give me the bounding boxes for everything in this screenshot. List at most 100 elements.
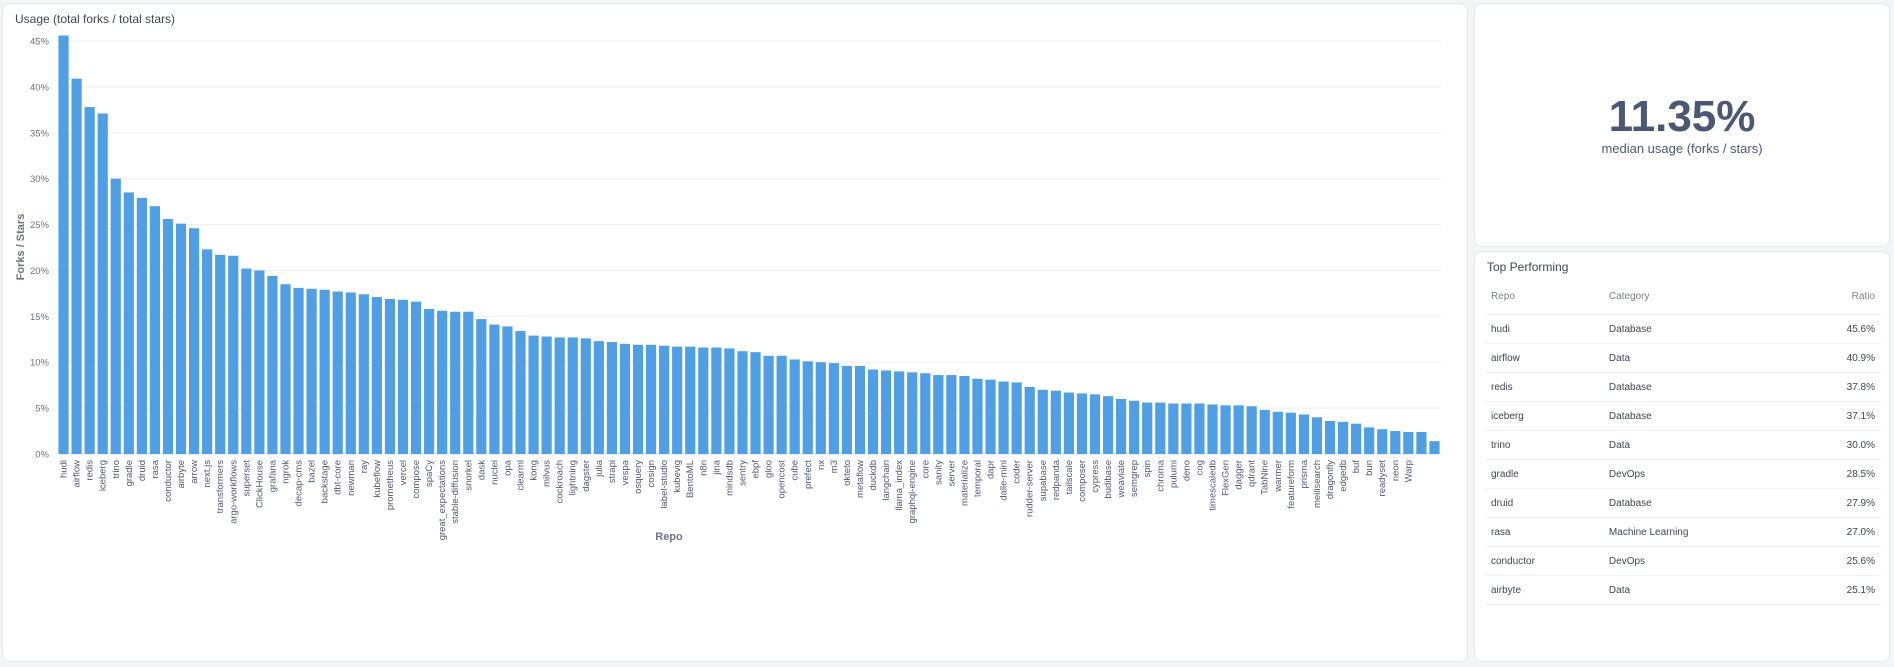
bar [71,78,82,454]
x-tick-label: transformers [215,460,226,514]
x-tick-label: kubevig [672,460,683,493]
x-tick-label: clearml [516,460,527,491]
bar [959,375,970,454]
cell-ratio: 37.1% [1795,401,1881,431]
cell-ratio: 27.0% [1795,517,1881,547]
bar [854,365,866,454]
table-row: gradle DevOps 28.5% [1485,459,1881,489]
bar [384,298,396,454]
table-row: rasa Machine Learning 27.0% [1485,517,1881,547]
bar [1011,382,1022,454]
x-tick-label: duckdb [868,460,879,491]
bar [593,341,604,454]
cell-category: Data [1602,343,1796,373]
x-tick-label: bazel [307,460,318,483]
x-tick-label: prefect [803,460,814,489]
x-tick-label: trino [111,460,122,478]
bar [802,361,813,454]
x-tick-label: sentry [737,460,748,486]
bar [672,346,683,454]
bar [776,355,787,454]
bar [606,342,617,454]
x-tick-label: superset [241,460,252,497]
y-tick-label: 30% [30,174,50,185]
bar [123,192,134,454]
bar [1076,393,1088,454]
bar [215,254,226,454]
bar [907,372,918,454]
bar [894,371,905,454]
cell-ratio: 25.6% [1795,546,1881,576]
cell-category: Database [1602,314,1796,344]
x-tick-label: argo-workflows [228,460,239,524]
x-tick-label: ebpf [751,460,762,479]
x-tick-label: airflow [72,460,83,488]
x-tick-label: sanity [933,460,944,485]
bar [1364,427,1375,454]
x-tick-label: readyset [1377,460,1388,497]
bar [58,35,69,454]
x-tick-label: edgedb [1338,460,1349,492]
cell-ratio: 27.9% [1795,488,1881,518]
bar [463,311,474,454]
bar [1050,390,1061,454]
x-tick-label: semgrep [1129,460,1140,497]
x-tick-label: dagster [581,460,592,492]
cell-ratio: 37.8% [1795,372,1881,402]
x-tick-label: next.js [202,460,213,488]
bar [724,348,735,454]
table-title[interactable]: Top Performing [1487,260,1569,274]
bar [1324,420,1336,454]
bar [698,347,709,454]
x-tick-label: snorkel [463,460,474,491]
x-tick-label: backstage [320,460,331,503]
x-tick-label: grafana [267,459,278,492]
bar [528,335,539,454]
x-tick-label: qdrant [1247,460,1258,487]
bar [1429,441,1440,454]
cell-repo: redis [1485,372,1603,402]
column-header-repo[interactable]: Repo [1485,278,1603,315]
x-tick-label: strapi [607,460,618,483]
x-tick-label: timescaledb [1208,460,1219,511]
bar [110,178,121,454]
bar [1285,412,1296,454]
x-tick-label: rudder-server [1025,460,1036,517]
x-tick-label: nuclei [489,460,500,485]
bar [645,344,657,454]
x-tick-label: langchain [881,460,892,501]
x-tick-label: dapr [986,460,997,479]
y-tick-label: 20% [30,266,50,277]
x-tick-label: m3 [829,460,840,473]
bar [567,337,578,454]
table-row: redis Database 37.8% [1485,372,1881,402]
x-tick-label: bun [1364,460,1375,476]
x-tick-label: neon [1390,460,1401,481]
table-header-row: Repo Category Ratio [1485,278,1881,315]
column-header-ratio[interactable]: Ratio [1795,278,1881,315]
bar [502,326,513,454]
bar [410,301,422,454]
column-header-category[interactable]: Category [1602,278,1796,315]
bar [1272,411,1283,454]
bar [750,352,761,454]
x-tick-label: great_expectations [437,460,448,541]
x-tick-label: cypress [1090,460,1101,493]
bar [815,362,826,454]
x-tick-label: compose [411,460,422,499]
x-tick-label: stable-diffusion [450,460,461,524]
bar [1089,394,1101,454]
table-row: hudi Database 45.6% [1485,314,1881,344]
bar [424,308,435,454]
bar [881,370,892,454]
bar [541,336,552,454]
x-tick-label: arrow [189,460,200,484]
cell-repo: gradle [1485,459,1603,489]
x-tick-label: materialize [959,460,970,506]
cell-repo: conductor [1485,546,1603,576]
x-tick-label: okteto [842,460,853,486]
cell-repo: hudi [1485,314,1603,344]
chart-title[interactable]: Usage (total forks / total stars) [15,12,176,26]
bar [437,310,448,454]
bar [397,299,409,454]
